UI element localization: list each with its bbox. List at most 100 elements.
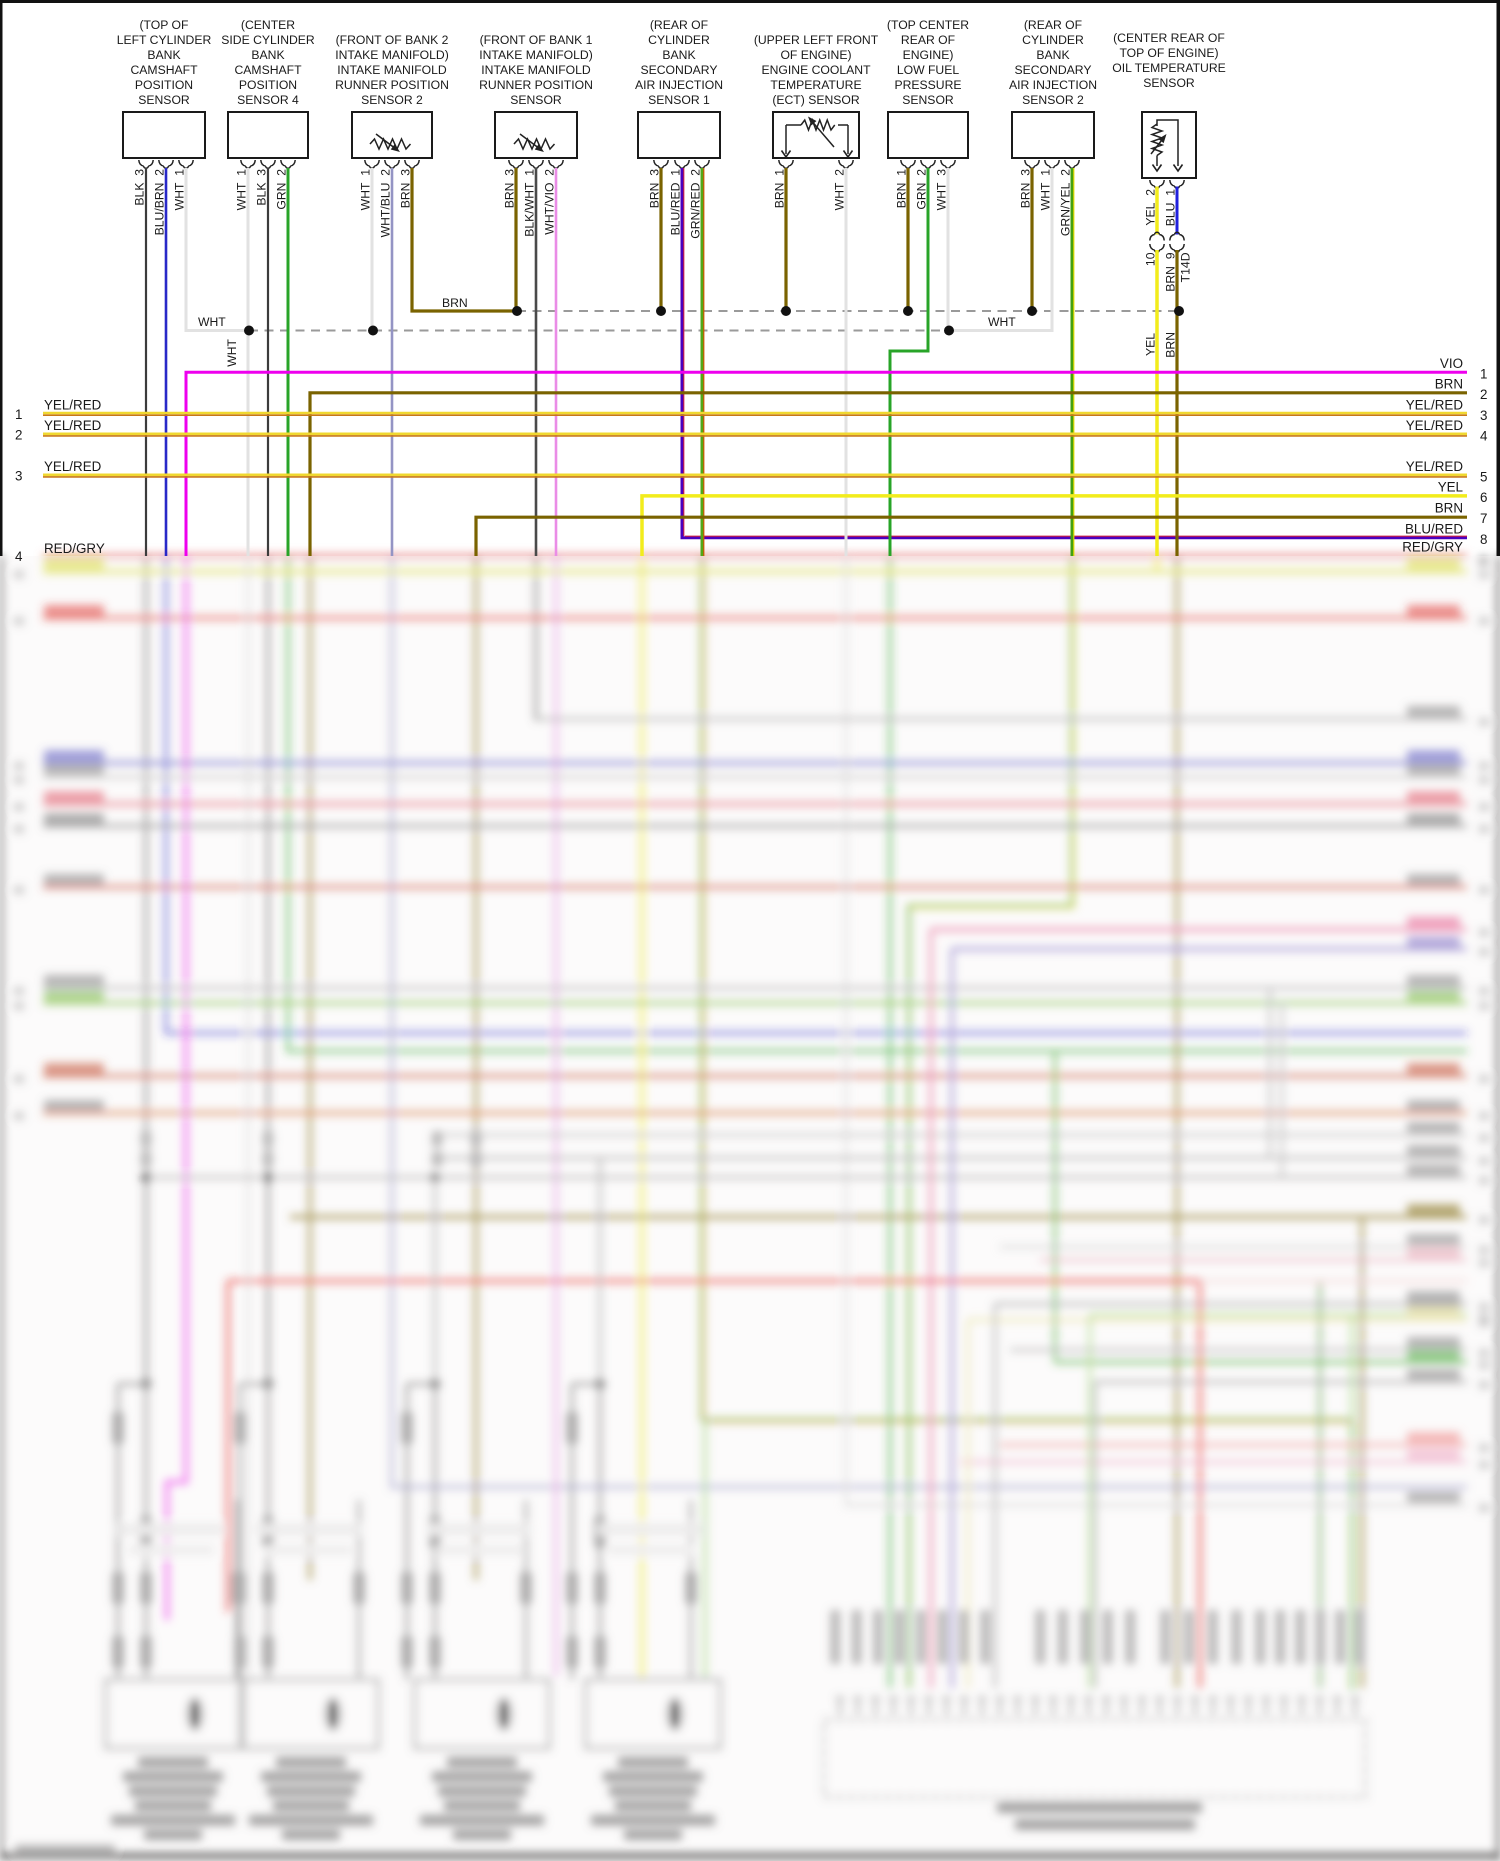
svg-text:INTAKE MANIFOLD: INTAKE MANIFOLD bbox=[481, 63, 591, 77]
svg-text:REAR OF: REAR OF bbox=[901, 33, 955, 47]
svg-text:4: 4 bbox=[1480, 429, 1488, 444]
svg-text:GRN/YEL 2: GRN/YEL 2 bbox=[1059, 169, 1073, 236]
svg-text:BRN: BRN bbox=[1435, 501, 1463, 516]
svg-text:4: 4 bbox=[15, 549, 23, 564]
svg-text:YEL/RED: YEL/RED bbox=[44, 459, 102, 474]
svg-text:PRESSURE: PRESSURE bbox=[894, 78, 961, 92]
svg-text:(TOP CENTER: (TOP CENTER bbox=[887, 18, 969, 32]
svg-text:YEL/RED: YEL/RED bbox=[44, 418, 102, 433]
svg-text:YEL: YEL bbox=[1438, 479, 1463, 494]
svg-text:GRN/RED 2: GRN/RED 2 bbox=[689, 169, 703, 239]
svg-text:CYLINDER: CYLINDER bbox=[1022, 33, 1084, 47]
svg-text:LEFT CYLINDER: LEFT CYLINDER bbox=[117, 33, 212, 47]
svg-text:YEL/RED: YEL/RED bbox=[1406, 418, 1464, 433]
svg-text:BLU 1: BLU 1 bbox=[1164, 189, 1178, 226]
svg-text:3: 3 bbox=[15, 469, 22, 484]
svg-text:BRN 3: BRN 3 bbox=[648, 169, 662, 209]
svg-text:(FRONT OF BANK 1: (FRONT OF BANK 1 bbox=[480, 33, 593, 47]
svg-text:BLU/BRN 2: BLU/BRN 2 bbox=[153, 169, 167, 236]
svg-text:SENSOR 1: SENSOR 1 bbox=[648, 93, 710, 107]
svg-text:BLK 3: BLK 3 bbox=[133, 169, 147, 206]
svg-text:YEL 2: YEL 2 bbox=[1144, 189, 1158, 226]
svg-text:(REAR OF: (REAR OF bbox=[1024, 18, 1082, 32]
svg-text:WHT/VIO 2: WHT/VIO 2 bbox=[543, 169, 557, 235]
svg-text:GRN 2: GRN 2 bbox=[915, 169, 929, 210]
svg-text:SIDE CYLINDER: SIDE CYLINDER bbox=[221, 33, 315, 47]
svg-text:ENGINE COOLANT: ENGINE COOLANT bbox=[761, 63, 871, 77]
svg-text:AIR INJECTION: AIR INJECTION bbox=[1009, 78, 1097, 92]
svg-text:(CENTER: (CENTER bbox=[241, 18, 295, 32]
svg-text:(UPPER LEFT FRONT: (UPPER LEFT FRONT bbox=[754, 33, 879, 47]
svg-text:SENSOR 4: SENSOR 4 bbox=[237, 93, 299, 107]
svg-text:BANK: BANK bbox=[662, 48, 695, 62]
svg-text:2: 2 bbox=[1480, 387, 1487, 402]
svg-text:SENSOR 2: SENSOR 2 bbox=[1022, 93, 1084, 107]
svg-text:RED/GRY: RED/GRY bbox=[1402, 540, 1463, 555]
svg-text:INTAKE MANIFOLD): INTAKE MANIFOLD) bbox=[335, 48, 449, 62]
svg-text:CYLINDER: CYLINDER bbox=[648, 33, 710, 47]
svg-text:SENSOR 2: SENSOR 2 bbox=[361, 93, 423, 107]
svg-text:YEL/RED: YEL/RED bbox=[1406, 459, 1464, 474]
svg-text:BRN 3: BRN 3 bbox=[399, 169, 413, 209]
svg-text:CAMSHAFT: CAMSHAFT bbox=[234, 63, 302, 77]
svg-text:TOP OF ENGINE): TOP OF ENGINE) bbox=[1119, 46, 1218, 60]
svg-text:BANK: BANK bbox=[251, 48, 284, 62]
svg-text:YEL/RED: YEL/RED bbox=[1406, 397, 1464, 412]
svg-text:BRN: BRN bbox=[442, 296, 468, 310]
svg-text:(FRONT OF BANK 2: (FRONT OF BANK 2 bbox=[336, 33, 449, 47]
svg-text:WHT 1: WHT 1 bbox=[1039, 169, 1053, 211]
svg-text:2: 2 bbox=[15, 428, 22, 443]
svg-text:WHT: WHT bbox=[225, 338, 239, 366]
svg-text:SENSOR: SENSOR bbox=[138, 93, 190, 107]
svg-text:BRN: BRN bbox=[1164, 332, 1178, 358]
svg-text:WHT 1: WHT 1 bbox=[173, 169, 187, 211]
svg-text:SENSOR: SENSOR bbox=[1143, 76, 1195, 90]
svg-text:GRN 2: GRN 2 bbox=[275, 169, 289, 210]
svg-text:SECONDARY: SECONDARY bbox=[1015, 63, 1092, 77]
svg-text:BLK 3: BLK 3 bbox=[255, 169, 269, 206]
svg-text:BRN: BRN bbox=[1435, 376, 1463, 391]
svg-text:(CENTER REAR OF: (CENTER REAR OF bbox=[1113, 31, 1225, 45]
svg-text:WHT/BLU 2: WHT/BLU 2 bbox=[379, 169, 393, 238]
svg-text:YEL: YEL bbox=[1144, 333, 1158, 356]
svg-text:RUNNER POSITION: RUNNER POSITION bbox=[335, 78, 449, 92]
svg-text:BLK/WHT 1: BLK/WHT 1 bbox=[523, 169, 537, 237]
svg-text:RUNNER POSITION: RUNNER POSITION bbox=[479, 78, 593, 92]
svg-text:SENSOR: SENSOR bbox=[510, 93, 562, 107]
svg-text:INTAKE MANIFOLD: INTAKE MANIFOLD bbox=[337, 63, 447, 77]
svg-text:INTAKE MANIFOLD): INTAKE MANIFOLD) bbox=[479, 48, 593, 62]
svg-text:WHT 1: WHT 1 bbox=[235, 169, 249, 211]
svg-text:BRN 1: BRN 1 bbox=[773, 169, 787, 209]
svg-text:BANK: BANK bbox=[1036, 48, 1069, 62]
svg-text:BANK: BANK bbox=[147, 48, 180, 62]
svg-text:RED/GRY: RED/GRY bbox=[44, 541, 105, 556]
svg-text:WHT 1: WHT 1 bbox=[359, 169, 373, 211]
svg-text:SECONDARY: SECONDARY bbox=[641, 63, 718, 77]
svg-text:BRN 3: BRN 3 bbox=[503, 169, 517, 209]
svg-text:BLU/RED 1: BLU/RED 1 bbox=[669, 169, 683, 236]
svg-text:5: 5 bbox=[1480, 470, 1487, 485]
svg-text:VIO: VIO bbox=[1440, 356, 1463, 371]
svg-text:(TOP OF: (TOP OF bbox=[140, 18, 189, 32]
svg-text:1: 1 bbox=[15, 407, 22, 422]
svg-text:LOW FUEL: LOW FUEL bbox=[897, 63, 960, 77]
svg-text:WHT: WHT bbox=[988, 315, 1016, 329]
svg-text:(ECT) SENSOR: (ECT) SENSOR bbox=[772, 93, 860, 107]
svg-text:T14D: T14D bbox=[1179, 252, 1193, 282]
svg-text:BLU/RED: BLU/RED bbox=[1405, 521, 1463, 536]
svg-text:POSITION: POSITION bbox=[135, 78, 193, 92]
svg-text:BRN 9: BRN 9 bbox=[1164, 252, 1178, 292]
svg-text:AIR INJECTION: AIR INJECTION bbox=[635, 78, 723, 92]
svg-text:OIL TEMPERATURE: OIL TEMPERATURE bbox=[1112, 61, 1226, 75]
svg-text:10: 10 bbox=[1144, 252, 1158, 266]
svg-text:BRN 1: BRN 1 bbox=[895, 169, 909, 209]
svg-text:BRN 3: BRN 3 bbox=[1019, 169, 1033, 209]
svg-text:CAMSHAFT: CAMSHAFT bbox=[130, 63, 198, 77]
svg-text:WHT: WHT bbox=[198, 315, 226, 329]
svg-text:YEL/RED: YEL/RED bbox=[44, 397, 102, 412]
svg-text:OF ENGINE): OF ENGINE) bbox=[780, 48, 851, 62]
svg-text:1: 1 bbox=[1480, 366, 1487, 381]
svg-text:8: 8 bbox=[1480, 532, 1487, 547]
svg-text:WHT 3: WHT 3 bbox=[935, 169, 949, 211]
svg-text:WHT 2: WHT 2 bbox=[833, 169, 847, 211]
